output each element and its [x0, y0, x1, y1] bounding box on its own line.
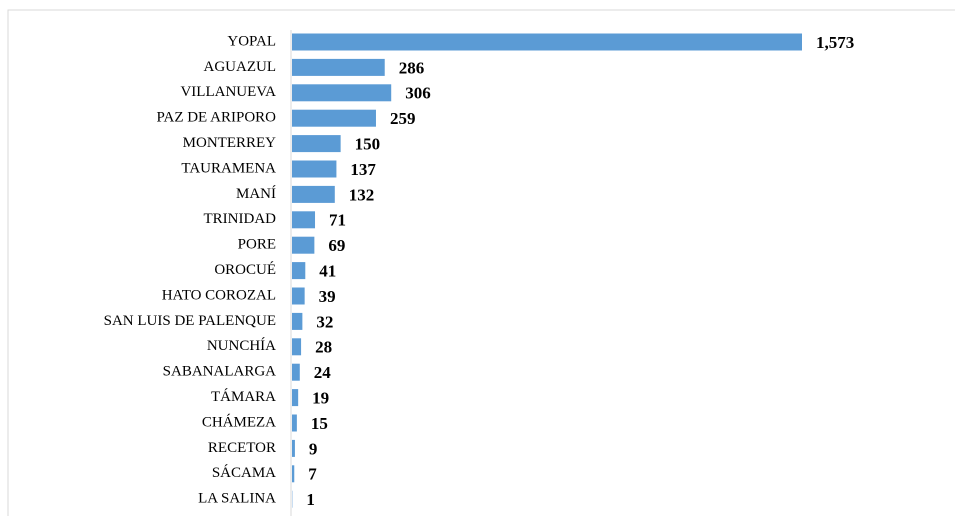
category-label: MANÍ: [236, 185, 276, 202]
category-label: OROCUÉ: [214, 261, 276, 278]
value-label: 286: [399, 58, 425, 77]
bar: [292, 312, 303, 330]
value-label: 71: [329, 211, 346, 230]
bar: [292, 185, 335, 203]
category-label: RECETOR: [208, 440, 276, 456]
value-label: 150: [355, 135, 381, 154]
value-label: 7: [308, 465, 317, 484]
category-label: VILLANUEVA: [180, 84, 276, 100]
category-label: MONTERREY: [183, 135, 277, 151]
bar: [292, 363, 300, 381]
value-label: 15: [311, 414, 328, 433]
category-label: TÁMARA: [211, 388, 276, 405]
bar: [292, 338, 302, 356]
category-label: PAZ DE ARIPORO: [157, 110, 277, 126]
bar: [292, 389, 299, 407]
value-label: 259: [390, 109, 416, 128]
category-label: PORE: [238, 237, 276, 253]
value-label: 9: [309, 439, 318, 458]
chart-frame: [7, 9, 955, 516]
value-label: 306: [405, 84, 431, 103]
value-label: 24: [314, 363, 332, 382]
category-label: AGUAZUL: [204, 59, 277, 75]
bar: [292, 135, 341, 153]
bar: [292, 236, 315, 254]
value-label: 39: [319, 287, 336, 306]
value-label: 41: [319, 262, 336, 281]
category-label: YOPAL: [227, 33, 276, 49]
bar: [292, 414, 297, 432]
value-label: 19: [312, 389, 329, 408]
category-label: HATO COROZAL: [162, 287, 276, 303]
value-label: 137: [350, 160, 376, 179]
bar: [292, 109, 376, 127]
bar: [292, 58, 385, 76]
value-label: 1,573: [816, 33, 854, 52]
category-label: CHÁMEZA: [202, 413, 276, 430]
value-label: 132: [349, 185, 375, 204]
bar: [292, 262, 306, 280]
value-label: 1: [306, 490, 315, 509]
bar: [292, 439, 295, 457]
bar: [292, 84, 392, 102]
value-label: 28: [315, 338, 332, 357]
value-label: 69: [328, 236, 345, 255]
bar: [292, 211, 316, 229]
category-label: TRINIDAD: [204, 211, 277, 227]
category-label: SABANALARGA: [163, 364, 277, 380]
category-label: TAURAMENA: [181, 160, 276, 176]
category-label: LA SALINA: [198, 491, 276, 507]
value-label: 32: [316, 312, 333, 331]
category-label: SÁCAMA: [212, 464, 276, 481]
category-label: NUNCHÍA: [207, 337, 276, 354]
bar: [292, 287, 305, 305]
category-label: SAN LUIS DE PALENQUE: [104, 313, 276, 329]
bar: [292, 465, 295, 483]
bar: [292, 33, 802, 51]
bar: [292, 160, 337, 178]
